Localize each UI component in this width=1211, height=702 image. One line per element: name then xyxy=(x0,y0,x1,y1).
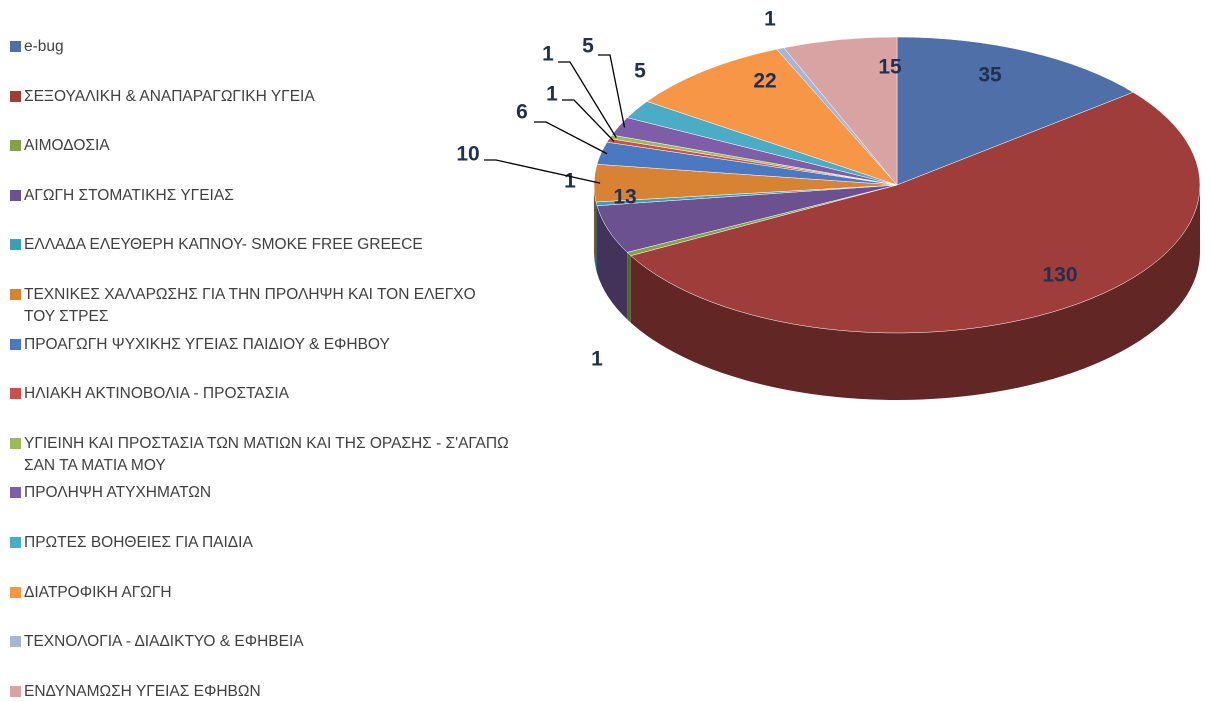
legend-swatch xyxy=(10,636,21,648)
slice xyxy=(630,92,1201,334)
legend-item: ΣΕΞΟΥΑΛΙΚΗ & ΑΝΑΠΑΡΑΓΩΓΙΚΗ ΥΓΕΙΑ xyxy=(10,86,510,108)
slice-side xyxy=(627,252,631,323)
data-label: 10 xyxy=(456,143,479,166)
legend-item: e-bug xyxy=(10,36,510,58)
data-label: 1 xyxy=(764,8,776,31)
legend-item: ΔΙΑΤΡΟΦΙΚΗ ΑΓΩΓΗ xyxy=(10,582,510,604)
leader-line xyxy=(558,61,617,139)
slice-side xyxy=(595,201,597,273)
data-label: 130 xyxy=(1042,264,1077,287)
legend-label: ΠΡΟΛΗΨΗ ΑΤΥΧΗΜΑΤΩΝ xyxy=(24,484,212,502)
legend-label: ΠΡΩΤΕΣ ΒΟΗΘΕΙΕΣ ΓΙΑ ΠΑΙΔΙΑ xyxy=(24,534,253,551)
legend-label: ΔΙΑΤΡΟΦΙΚΗ ΑΓΩΓΗ xyxy=(24,583,172,601)
legend-item: ΥΓΙΕΙΝΗ ΚΑΙ ΠΡΟΣΤΑΣΙΑ ΤΩΝ ΜΑΤΙΩΝ ΚΑΙ ΤΗΣ… xyxy=(10,433,510,477)
legend-label: ΕΝΔΥΝΑΜΩΣΗ ΥΓΕΙΑΣ ΕΦΗΒΩΝ xyxy=(24,682,261,700)
legend-item: ΠΡΩΤΕΣ ΒΟΗΘΕΙΕΣ ΓΙΑ ΠΑΙΔΙΑ xyxy=(10,532,510,554)
legend-label: ΤΕΧΝΟΛΟΓΙΑ - ΔΙΑΔΙΚΤΥΟ & ΕΦΗΒΕΙΑ xyxy=(24,633,304,651)
data-label: 13 xyxy=(613,186,636,209)
leader-line xyxy=(562,99,615,142)
legend-item: ΗΛΙΑΚΗ ΑΚΤΙΝΟΒΟΛΙΑ - ΠΡΟΣΤΑΣΙΑ xyxy=(10,383,510,405)
slice xyxy=(646,48,898,186)
legend-swatch xyxy=(10,388,21,400)
data-label: 5 xyxy=(634,60,646,83)
legend-swatch xyxy=(10,338,21,350)
data-label: 5 xyxy=(582,35,594,58)
legend-swatch xyxy=(10,90,21,102)
data-label: 15 xyxy=(878,56,902,79)
legend-label: ΤΕΧΝΙΚΕΣ ΧΑΛΑΡΩΣΗΣ ΓΙΑ ΤΗΝ ΠΡΟΛΗΨΗ ΚΑΙ Τ… xyxy=(24,286,476,325)
legend-item: ΑΙΜΟΔΟΣΙΑ xyxy=(10,135,510,157)
leader-line xyxy=(598,54,626,128)
data-label: 1 xyxy=(591,348,603,371)
legend-label: ΥΓΙΕΙΝΗ ΚΑΙ ΠΡΟΣΤΑΣΙΑ ΤΩΝ ΜΑΤΙΩΝ ΚΑΙ ΤΗΣ… xyxy=(24,434,509,474)
data-label: 1 xyxy=(564,170,576,193)
slice-side xyxy=(594,185,596,269)
legend-label: ΕΛΛΑΔΑ ΕΛΕΥΘΕΡΗ ΚΑΠΝΟΥ- SMOKE FREE GREEC… xyxy=(24,236,423,254)
legend-swatch xyxy=(10,140,21,152)
data-label: 1 xyxy=(542,43,554,66)
data-label: 1 xyxy=(546,83,558,106)
legend-swatch xyxy=(10,685,21,697)
legend-swatch xyxy=(10,586,21,598)
legend-label: ΗΛΙΑΚΗ ΑΚΤΙΝΟΒΟΛΙΑ - ΠΡΟΣΤΑΣΙΑ xyxy=(24,385,289,403)
legend-label: ΠΡΟΑΓΩΓΗ ΨΥΧΙΚΗΣ ΥΓΕΙΑΣ ΠΑΙΔΙΟΥ & ΕΦΗΒΟΥ xyxy=(24,335,390,353)
legend-swatch xyxy=(10,487,21,499)
legend-label: ΣΕΞΟΥΑΛΙΚΗ & ΑΝΑΠΑΡΑΓΩΓΙΚΗ ΥΓΕΙΑ xyxy=(24,87,315,105)
legend-item: ΕΝΔΥΝΑΜΩΣΗ ΥΓΕΙΑΣ ΕΦΗΒΩΝ xyxy=(10,681,510,702)
legend-swatch xyxy=(10,41,21,52)
leader-line xyxy=(484,159,601,184)
slice-side xyxy=(596,205,628,320)
data-label: 6 xyxy=(516,101,528,124)
data-label: 22 xyxy=(753,70,776,93)
legend-item: ΤΕΧΝΙΚΕΣ ΧΑΛΑΡΩΣΗΣ ΓΙΑ ΤΗΝ ΠΡΟΛΗΨΗ ΚΑΙ Τ… xyxy=(10,284,510,328)
legend-swatch xyxy=(10,437,21,449)
leader-line xyxy=(534,121,608,155)
legend-item: ΤΕΧΝΟΛΟΓΙΑ - ΔΙΑΔΙΚΤΥΟ & ΕΦΗΒΕΙΑ xyxy=(10,631,510,653)
legend-swatch xyxy=(10,537,21,548)
slice xyxy=(896,36,1134,186)
legend-swatch xyxy=(10,239,21,251)
legend-swatch xyxy=(10,189,21,201)
legend-label: ΑΙΜΟΔΟΣΙΑ xyxy=(24,137,110,155)
legend-item: ΕΛΛΑΔΑ ΕΛΕΥΘΕΡΗ ΚΑΠΝΟΥ- SMOKE FREE GREEC… xyxy=(10,234,510,256)
legend-item: ΠΡΟΑΓΩΓΗ ΨΥΧΙΚΗΣ ΥΓΕΙΑΣ ΠΑΙΔΙΟΥ & ΕΦΗΒΟΥ xyxy=(10,334,510,356)
data-label: 35 xyxy=(978,64,1002,87)
legend-label: ΑΓΩΓΗ ΣΤΟΜΑΤΙΚΗΣ ΥΓΕΙΑΣ xyxy=(24,186,234,204)
legend-label: e-bug xyxy=(24,38,64,55)
slice xyxy=(783,36,898,186)
slice-side xyxy=(630,185,1200,400)
legend-swatch xyxy=(10,289,21,300)
legend-item: ΠΡΟΛΗΨΗ ΑΤΥΧΗΜΑΤΩΝ xyxy=(10,482,510,504)
legend-item: ΑΓΩΓΗ ΣΤΟΜΑΤΙΚΗΣ ΥΓΕΙΑΣ xyxy=(10,185,510,207)
